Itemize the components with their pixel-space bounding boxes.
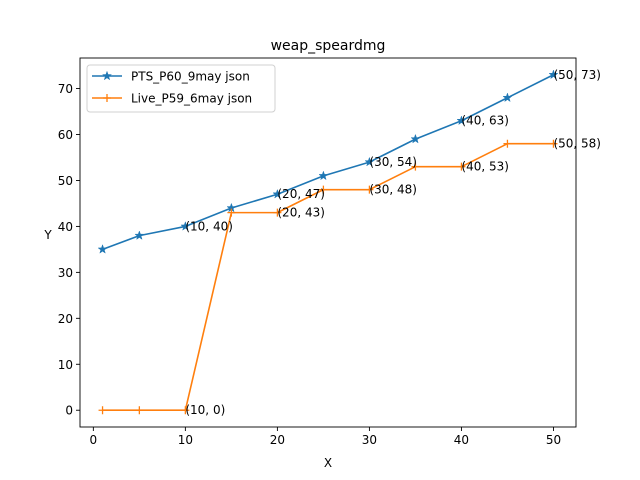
point-annotation: (30, 48) bbox=[369, 183, 417, 197]
series-2-point bbox=[549, 139, 558, 148]
point-annotation: (10, 0) bbox=[185, 403, 225, 417]
legend-marker-1 bbox=[101, 70, 113, 81]
x-tick-label: 40 bbox=[454, 433, 469, 447]
point-annotation: (40, 63) bbox=[461, 114, 509, 128]
series-2-point bbox=[227, 208, 236, 217]
series-2-point bbox=[503, 139, 512, 148]
series-2-point bbox=[319, 185, 328, 194]
series-1-point bbox=[364, 156, 375, 167]
series-1-point bbox=[318, 170, 329, 181]
chart-title: weap_speardmg bbox=[271, 38, 386, 54]
series-1-point bbox=[410, 133, 421, 144]
point-annotation: (30, 54) bbox=[369, 155, 417, 169]
legend-label-1: PTS_P60_9may json bbox=[131, 70, 250, 84]
y-tick-label: 60 bbox=[58, 128, 73, 142]
series-2-point bbox=[457, 162, 466, 171]
point-annotation: (20, 47) bbox=[277, 187, 325, 201]
x-tick-label: 20 bbox=[270, 433, 285, 447]
legend-marker-2 bbox=[103, 94, 111, 102]
point-annotation: (10, 40) bbox=[185, 219, 233, 233]
y-tick-label: 20 bbox=[58, 312, 73, 326]
y-tick-label: 0 bbox=[65, 404, 73, 418]
legend-box bbox=[86, 64, 276, 113]
y-tick-label: 10 bbox=[58, 358, 73, 372]
y-tick-label: 70 bbox=[58, 82, 73, 96]
series-2-point bbox=[135, 406, 144, 415]
x-tick-label: 0 bbox=[90, 433, 98, 447]
series-2-point bbox=[365, 185, 374, 194]
x-tick-label: 50 bbox=[546, 433, 561, 447]
legend: PTS_P60_9may json Live_P59_6may json bbox=[86, 64, 276, 113]
series-1-point bbox=[97, 244, 108, 254]
series-1-point bbox=[272, 188, 283, 199]
series-1-point bbox=[134, 230, 145, 240]
y-tick-label: 40 bbox=[58, 220, 73, 234]
series-1-point bbox=[456, 115, 467, 126]
x-tick-label: 30 bbox=[362, 433, 377, 447]
point-annotation: (20, 43) bbox=[277, 206, 325, 220]
series-2-point bbox=[98, 406, 107, 415]
y-tick-label: 30 bbox=[58, 266, 73, 280]
series-2-point bbox=[273, 208, 282, 217]
point-annotation: (50, 73) bbox=[553, 68, 601, 82]
series-1-point bbox=[180, 221, 191, 231]
y-tick-label: 50 bbox=[58, 174, 73, 188]
series-1-point bbox=[502, 92, 513, 103]
point-annotation: (50, 58) bbox=[553, 137, 601, 151]
axes-frame bbox=[79, 57, 577, 428]
series-2-point bbox=[181, 406, 190, 415]
series-1-point bbox=[548, 69, 559, 80]
point-annotation: (40, 53) bbox=[461, 160, 509, 174]
legend-label-2: Live_P59_6may json bbox=[131, 92, 252, 106]
x-tick-label: 10 bbox=[178, 433, 193, 447]
y-axis-label: Y bbox=[43, 228, 52, 242]
plot-area: 0 10 20 30 40 50 0 10 20 30 40 50 60 70 (10, 40) (20, 4… bbox=[58, 57, 601, 447]
series-2-point bbox=[411, 162, 420, 171]
x-axis-label: X bbox=[324, 456, 332, 470]
